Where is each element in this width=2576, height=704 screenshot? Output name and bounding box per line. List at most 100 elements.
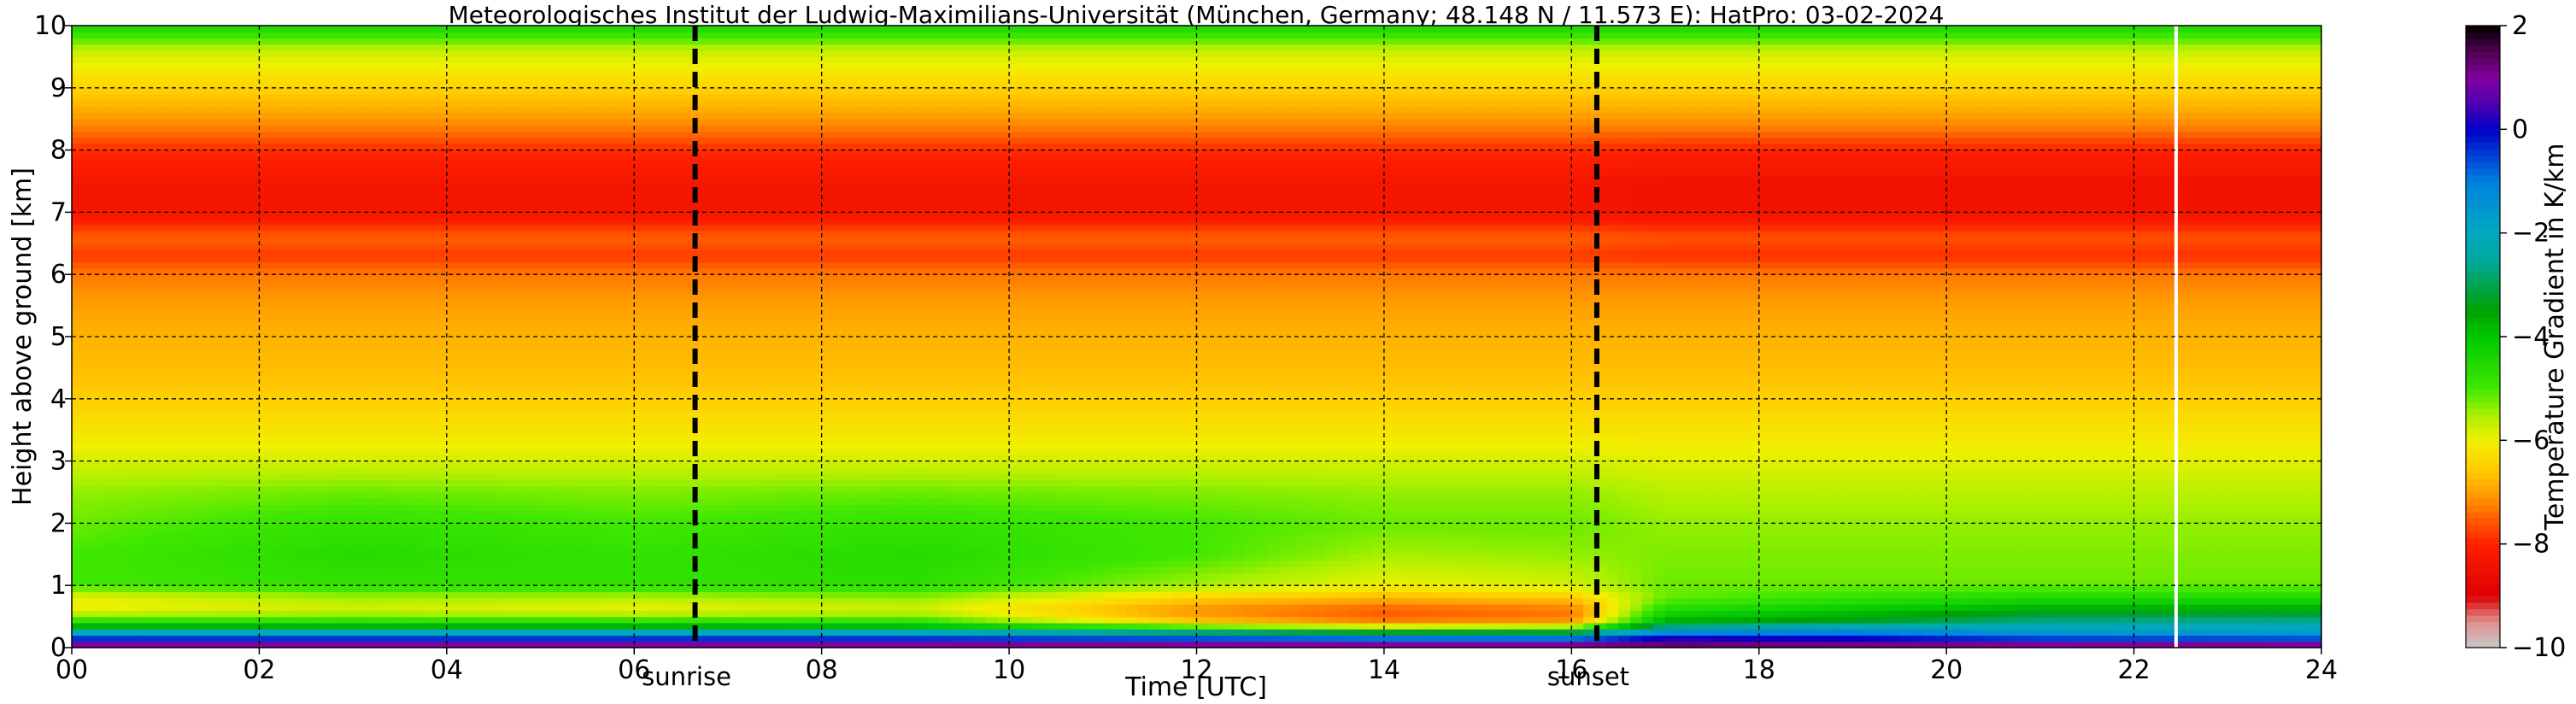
heatmap-cell [623, 132, 635, 138]
heatmap-cell [412, 560, 424, 567]
heatmap-cell [377, 337, 389, 343]
heatmap-cell [459, 337, 471, 343]
heatmap-cell [435, 50, 447, 57]
heatmap-cell [400, 405, 412, 412]
heatmap-cell [201, 337, 213, 343]
heatmap-cell [84, 399, 96, 406]
heatmap-cell [564, 168, 576, 175]
heatmap-cell [541, 132, 553, 138]
heatmap-cell [517, 238, 529, 244]
heatmap-cell [189, 598, 201, 605]
heatmap-cell [224, 355, 236, 362]
heatmap-cell [295, 212, 307, 219]
heatmap-cell [365, 492, 377, 499]
heatmap-cell [107, 610, 119, 617]
heatmap-cell [84, 536, 96, 543]
heatmap-cell [306, 629, 318, 636]
heatmap-cell [119, 63, 131, 70]
heatmap-cell [236, 324, 248, 331]
heatmap-cell [564, 554, 576, 561]
heatmap-cell [107, 262, 119, 269]
heatmap-cell [201, 554, 213, 561]
heatmap-cell [177, 367, 189, 374]
heatmap-cell [564, 50, 576, 57]
heatmap-cell [271, 94, 283, 101]
heatmap-cell [154, 255, 166, 262]
heatmap-cell [213, 542, 225, 549]
heatmap-cell [84, 629, 96, 636]
heatmap-cell [634, 530, 646, 537]
heatmap-cell [412, 50, 424, 57]
heatmap-cell [72, 162, 84, 169]
heatmap-cell [623, 150, 635, 157]
heatmap-cell [576, 238, 588, 244]
heatmap-cell [142, 424, 154, 431]
heatmap-cell [213, 349, 225, 356]
heatmap-cell [330, 306, 342, 313]
heatmap-cell [599, 255, 611, 262]
heatmap-cell [236, 119, 248, 126]
heatmap-cell [142, 436, 154, 443]
heatmap-cell [400, 299, 412, 306]
heatmap-cell [341, 560, 353, 567]
heatmap-cell [131, 293, 143, 300]
heatmap-cell [341, 467, 353, 474]
heatmap-cell [84, 293, 96, 300]
heatmap-cell [459, 287, 471, 294]
heatmap-cell [283, 591, 295, 598]
heatmap-cell [271, 306, 283, 313]
heatmap-cell [201, 324, 213, 331]
heatmap-cell [154, 26, 166, 32]
heatmap-cell [142, 75, 154, 82]
heatmap-cell [248, 498, 260, 505]
heatmap-cell [95, 598, 107, 605]
heatmap-cell [166, 194, 178, 201]
heatmap-cell [295, 219, 307, 226]
heatmap-cell [423, 443, 435, 449]
heatmap-cell [142, 88, 154, 95]
heatmap-cell [634, 573, 646, 580]
heatmap-cell [177, 604, 189, 611]
heatmap-cell [213, 598, 225, 605]
heatmap-cell [119, 418, 131, 425]
heatmap-cell [388, 94, 400, 101]
heatmap-cell [623, 212, 635, 219]
heatmap-cell [72, 560, 84, 567]
heatmap-cell [259, 44, 271, 51]
heatmap-cell [505, 492, 517, 499]
heatmap-cell [447, 443, 459, 449]
heatmap-cell [142, 498, 154, 505]
heatmap-cell [166, 249, 178, 256]
heatmap-cell [517, 604, 529, 611]
heatmap-cell [341, 88, 353, 95]
heatmap-cell [177, 511, 189, 518]
heatmap-cell [330, 88, 342, 95]
heatmap-cell [365, 461, 377, 468]
heatmap-cell [623, 219, 635, 226]
heatmap-cell [611, 337, 623, 343]
heatmap-cell [283, 449, 295, 455]
heatmap-cell [213, 461, 225, 468]
heatmap-cell [505, 312, 517, 319]
heatmap-cell [107, 411, 119, 418]
heatmap-cell [166, 560, 178, 567]
heatmap-cell [576, 598, 588, 605]
heatmap-cell [447, 361, 459, 368]
heatmap-cell [107, 69, 119, 76]
heatmap-cell [576, 511, 588, 518]
heatmap-cell [646, 374, 658, 381]
heatmap-cell [646, 69, 658, 76]
heatmap-cell [400, 26, 412, 32]
heatmap-cell [552, 361, 564, 368]
heatmap-cell [84, 349, 96, 356]
heatmap-cell [154, 324, 166, 331]
heatmap-cell [564, 479, 576, 486]
heatmap-cell [564, 162, 576, 169]
heatmap-cell [353, 436, 365, 443]
heatmap-cell [529, 243, 541, 250]
heatmap-cell [494, 343, 506, 349]
heatmap-cell [599, 212, 611, 219]
heatmap-cell [459, 617, 471, 624]
heatmap-cell [541, 361, 553, 368]
heatmap-cell [72, 343, 84, 349]
